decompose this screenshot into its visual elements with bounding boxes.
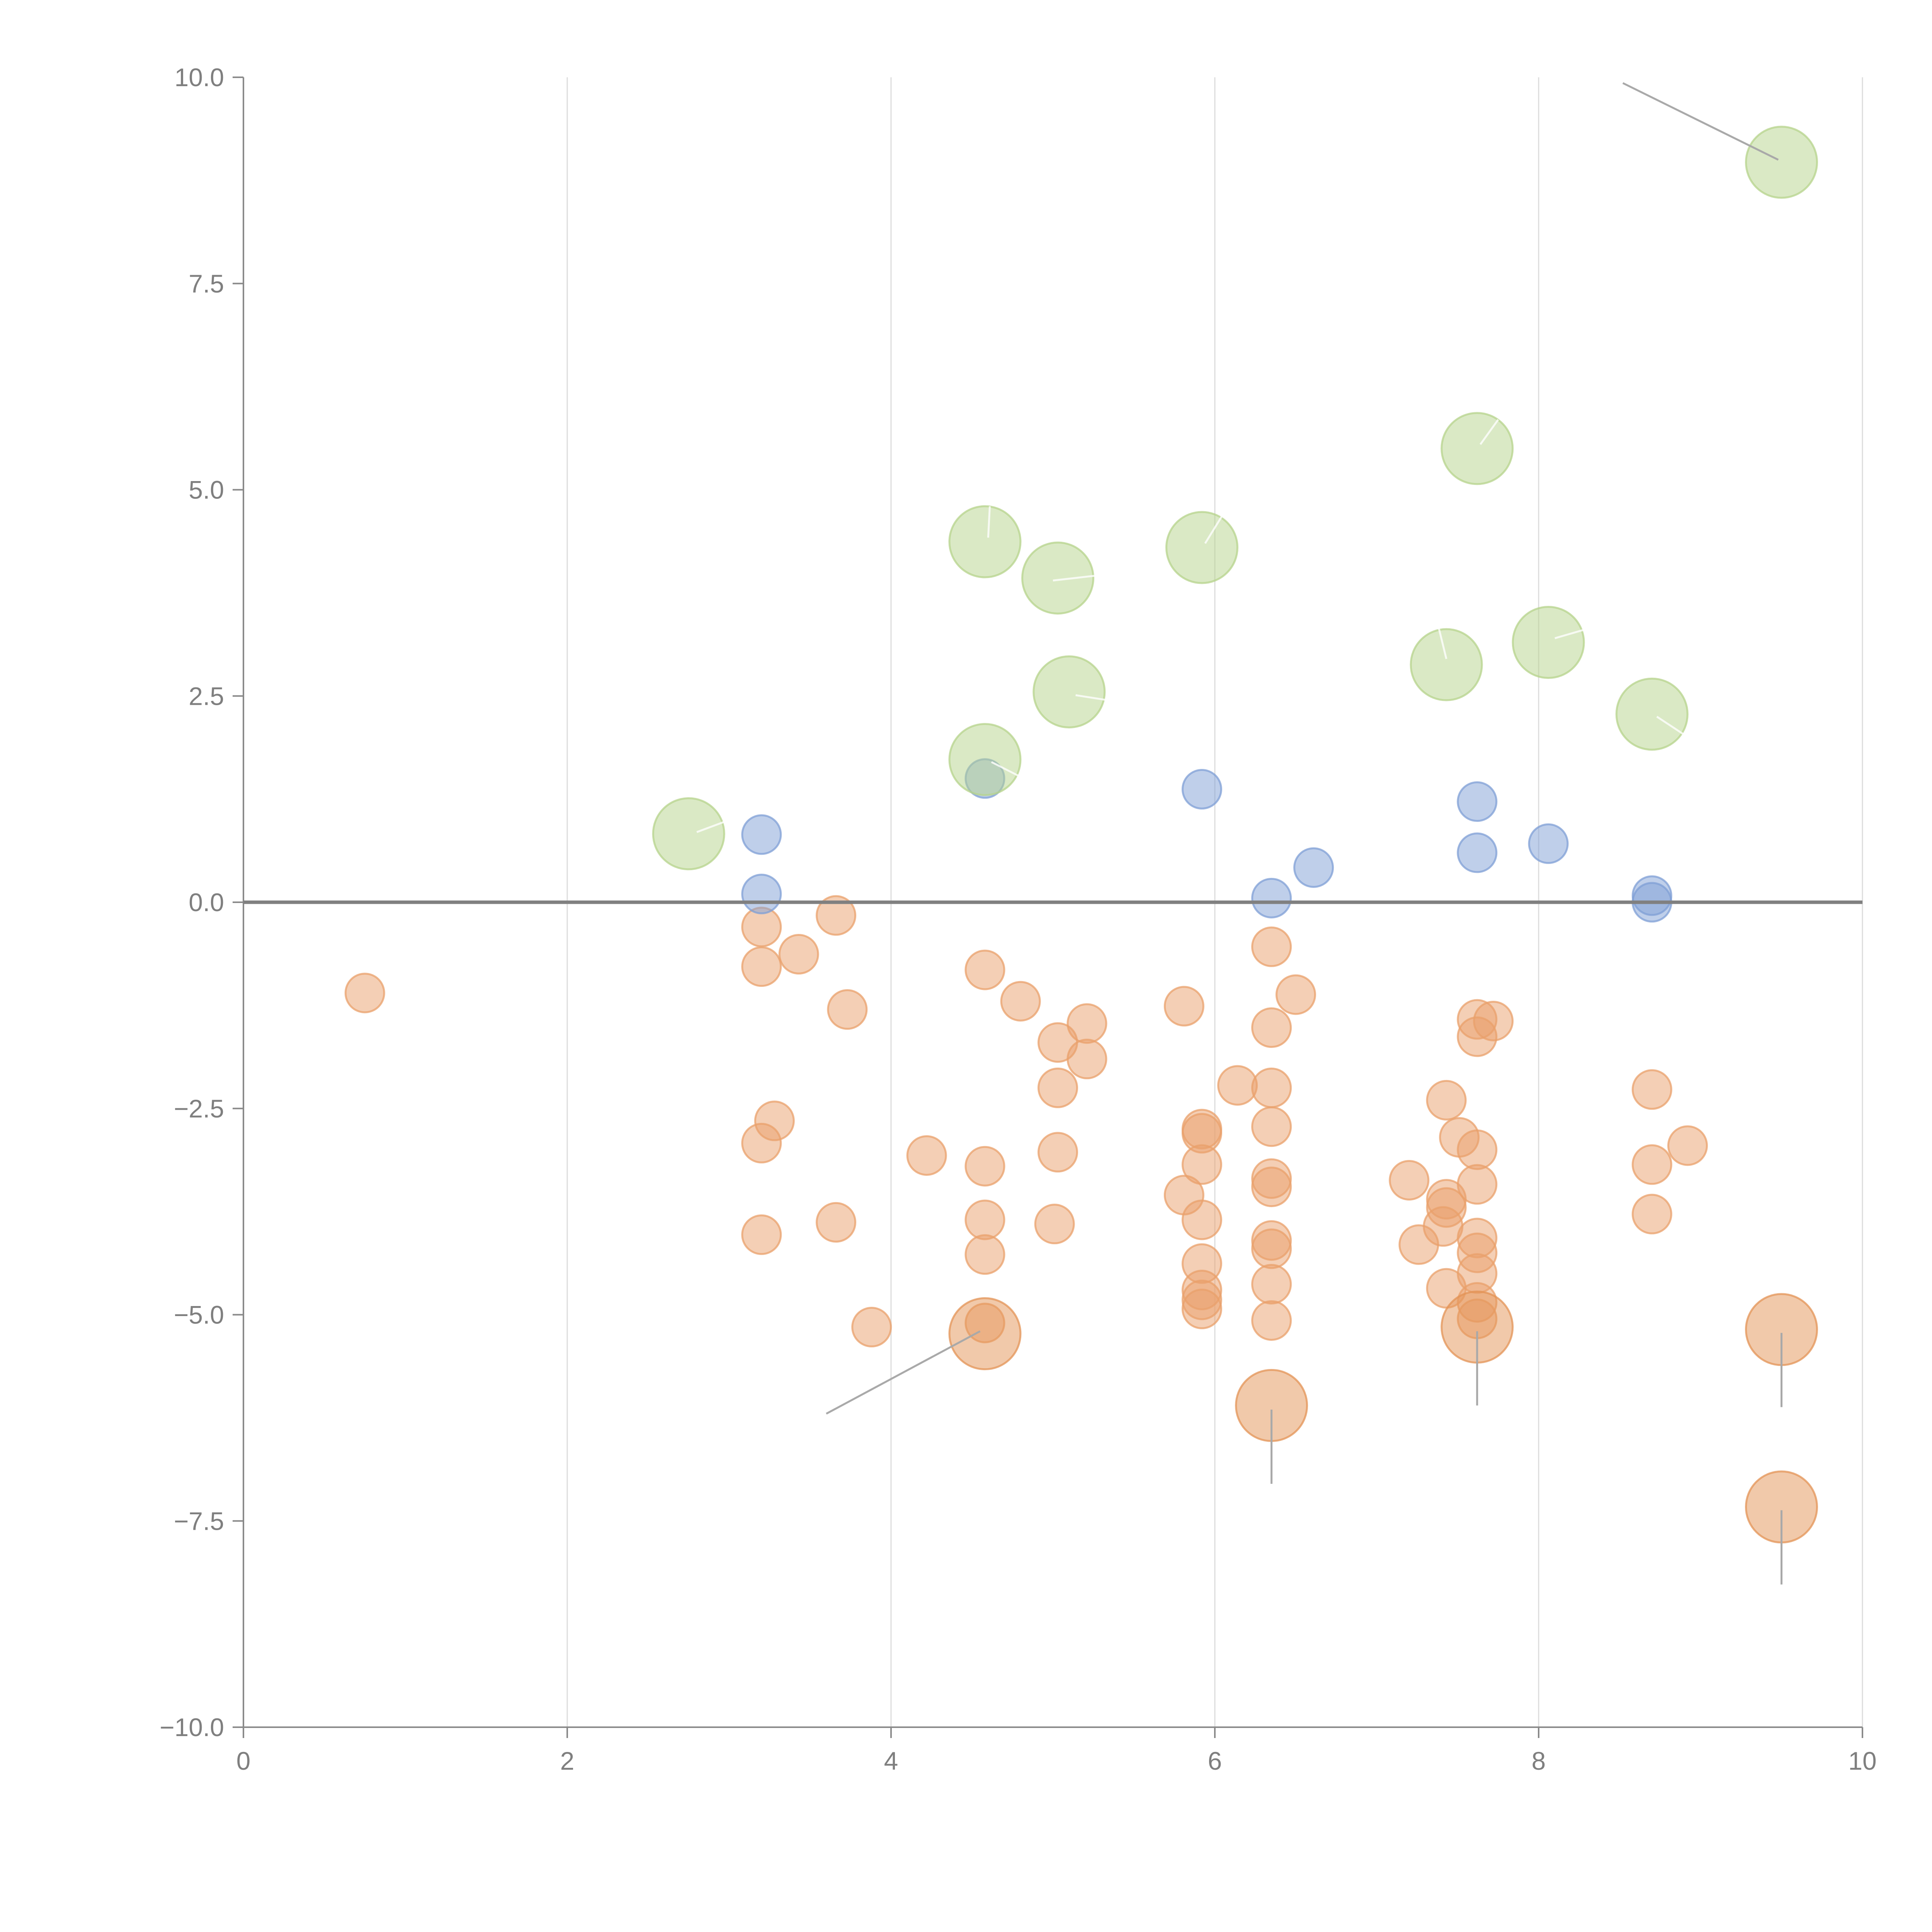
y-tick-label: 5.0 <box>189 476 224 504</box>
data-point-small-negative <box>1457 1016 1498 1057</box>
data-point-small-negative <box>1181 1144 1222 1185</box>
data-point-large-positive <box>1745 126 1818 199</box>
data-point-large-positive <box>1165 511 1238 584</box>
annotation-leader-line <box>696 813 746 833</box>
annotation-leader-line <box>991 761 1032 784</box>
annotation-leader-line <box>1437 626 1447 659</box>
data-point-small-negative <box>1066 1003 1107 1044</box>
data-point-small-negative <box>1631 1194 1672 1235</box>
data-point-large-positive <box>948 505 1022 578</box>
data-point-small-negative <box>816 895 857 936</box>
data-point-small-negative <box>1066 1039 1107 1080</box>
data-point-large-positive <box>948 723 1022 796</box>
y-tick-label: 10.0 <box>175 63 224 92</box>
data-point-small-negative <box>1251 1228 1292 1269</box>
data-point-small-negative <box>1181 1289 1222 1330</box>
x-tick-label: 8 <box>1532 1747 1546 1775</box>
data-point-small-negative <box>906 1135 947 1176</box>
data-point-small-positive <box>741 874 782 915</box>
annotation-leader-line <box>1622 82 1779 161</box>
data-point-small-negative <box>778 934 819 975</box>
data-point-small-negative <box>741 1122 782 1163</box>
data-point-small-positive <box>741 814 782 855</box>
data-point-large-positive <box>1021 541 1095 615</box>
data-point-small-negative <box>1631 1069 1672 1110</box>
data-point-small-negative <box>1251 1167 1292 1208</box>
data-point-small-positive <box>1457 832 1498 873</box>
axes-layer <box>233 77 1863 1738</box>
data-point-small-negative <box>741 946 782 987</box>
data-point-small-negative <box>1251 1300 1292 1341</box>
data-point-small-negative <box>1163 986 1204 1027</box>
annotation-leader-line <box>1204 514 1224 544</box>
data-point-small-negative <box>1181 1199 1222 1240</box>
data-point-small-positive <box>1293 847 1334 888</box>
data-point-small-negative <box>827 989 868 1030</box>
y-tick-label: 2.5 <box>189 682 224 710</box>
data-point-small-positive <box>1251 878 1292 918</box>
data-point-large-positive <box>1615 677 1689 751</box>
y-tick-label: −7.5 <box>174 1507 224 1535</box>
x-tick-label: 6 <box>1208 1747 1222 1775</box>
data-point-small-negative <box>1251 1007 1292 1048</box>
data-point-small-negative <box>1426 1080 1467 1121</box>
data-point-small-negative <box>1389 1160 1430 1201</box>
y-tick-label: 0.0 <box>189 888 224 917</box>
annotation-leader-line <box>826 1330 981 1415</box>
labels-layer: 0 2 4 6 8 10 10.0 7.5 5.0 2.5 0.0 −2.5 −5.0 −7.5 −10.0 <box>160 63 1877 1775</box>
data-point-small-negative <box>964 1199 1005 1240</box>
data-point-small-positive <box>1528 823 1569 864</box>
data-point-small-negative <box>344 973 385 1014</box>
x-tick-label: 4 <box>884 1747 898 1775</box>
data-point-small-negative <box>1037 1067 1078 1108</box>
annotation-leader-line <box>1554 621 1612 639</box>
data-point-large-positive <box>1410 628 1483 701</box>
annotation-leader-line <box>1480 419 1499 445</box>
leader-layer <box>243 82 1862 1585</box>
data-point-small-positive <box>1181 769 1222 810</box>
data-point-small-negative <box>1251 1264 1292 1305</box>
annotation-leader-line <box>1053 573 1112 582</box>
data-point-small-negative <box>1667 1125 1708 1166</box>
data-point-large-positive <box>1032 655 1106 729</box>
data-point-small-negative <box>1631 1144 1672 1185</box>
data-point-small-negative <box>1034 1204 1075 1245</box>
data-point-small-negative <box>1000 981 1041 1022</box>
data-point-small-negative <box>964 1146 1005 1187</box>
data-point-large-positive <box>1512 605 1585 679</box>
data-point-small-negative <box>1457 1129 1498 1170</box>
data-point-small-negative <box>1251 926 1292 967</box>
x-tick-label: 0 <box>236 1747 251 1775</box>
annotation-leader-line <box>1656 716 1701 747</box>
data-point-small-negative <box>1457 1164 1498 1205</box>
data-point-small-negative <box>851 1307 892 1348</box>
y-tick-label: −2.5 <box>174 1094 224 1123</box>
annotation-leader-line <box>987 506 991 538</box>
data-point-small-positive <box>1457 781 1498 822</box>
data-point-small-negative <box>1217 1065 1258 1106</box>
annotation-leader-line <box>1075 694 1134 706</box>
points-layer <box>344 126 1818 1544</box>
data-point-small-negative <box>964 949 1005 990</box>
y-tick-label: −10.0 <box>160 1713 224 1742</box>
y-tick-label: 7.5 <box>189 269 224 298</box>
data-point-small-negative <box>1037 1132 1078 1173</box>
x-tick-label: 2 <box>560 1747 575 1775</box>
data-point-small-negative <box>816 1202 857 1243</box>
x-tick-label: 10 <box>1848 1747 1876 1775</box>
data-point-large-positive <box>1440 412 1514 485</box>
data-point-small-negative <box>1276 974 1316 1015</box>
data-point-small-negative <box>1398 1224 1439 1265</box>
data-point-large-negative <box>948 1297 1022 1371</box>
y-tick-label: −5.0 <box>174 1301 224 1329</box>
data-point-small-negative <box>964 1234 1005 1275</box>
data-point-small-negative <box>741 1214 782 1255</box>
data-point-large-positive <box>652 797 725 871</box>
data-point-small-negative <box>1251 1106 1292 1147</box>
data-point-small-negative <box>1251 1067 1292 1108</box>
